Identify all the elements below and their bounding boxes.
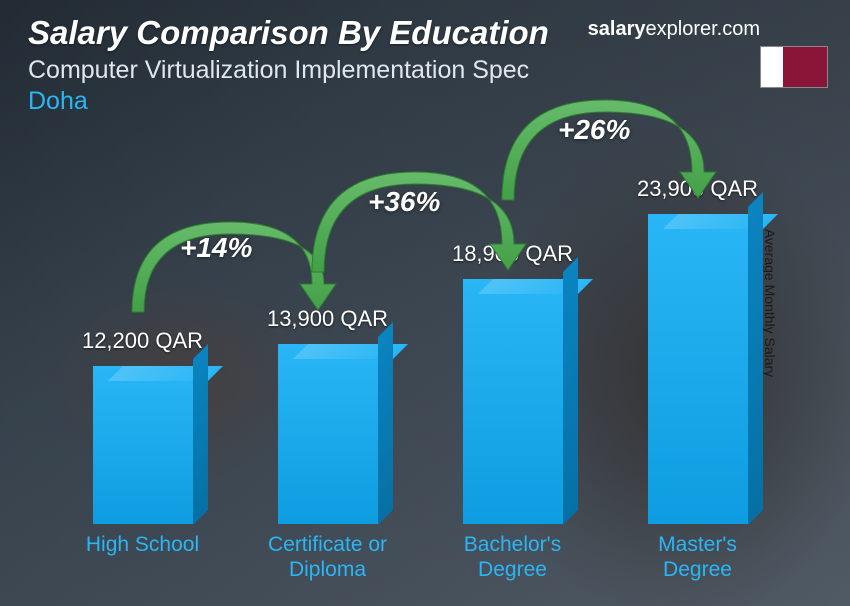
- increase-label: +36%: [368, 186, 440, 218]
- bar-label: Master'sDegree: [658, 532, 737, 582]
- bar-value: 18,900 QAR: [452, 241, 573, 267]
- bar-3d: [93, 366, 193, 524]
- bar-top-face: [648, 214, 763, 229]
- increase-label: +26%: [558, 114, 630, 146]
- bar-3d: [278, 344, 378, 524]
- bar-front-face: [93, 366, 193, 524]
- bar-group: 13,900 QAR Certificate orDiploma: [243, 306, 413, 582]
- bar-side-face: [563, 257, 578, 525]
- bar-side-face: [748, 192, 763, 525]
- bar-value: 13,900 QAR: [267, 306, 388, 332]
- bar-group: 12,200 QAR High School: [58, 328, 228, 582]
- bar-3d: [463, 279, 563, 524]
- bar-top-face: [93, 366, 208, 381]
- brand-bold: salary: [588, 18, 646, 40]
- bar-label: High School: [86, 532, 199, 582]
- qatar-flag-icon: [760, 46, 828, 88]
- increase-label: +14%: [180, 232, 252, 264]
- brand-logo: salaryexplorer.com: [588, 18, 760, 41]
- bar-front-face: [463, 279, 563, 524]
- bar-value: 23,900 QAR: [637, 176, 758, 202]
- chart-location: Doha: [28, 87, 822, 116]
- brand-light: explorer: [646, 18, 717, 40]
- bar-top-face: [463, 279, 578, 294]
- bar-front-face: [278, 344, 378, 524]
- brand-suffix: .com: [717, 18, 760, 40]
- bar-label: Bachelor'sDegree: [464, 532, 561, 582]
- bar-side-face: [378, 322, 393, 525]
- bar-top-face: [278, 344, 393, 359]
- bar-group: 18,900 QAR Bachelor'sDegree: [428, 241, 598, 582]
- bar-label: Certificate orDiploma: [268, 532, 387, 582]
- bar-3d: [648, 214, 748, 524]
- bar-group: 23,900 QAR Master'sDegree: [613, 176, 783, 582]
- bar-value: 12,200 QAR: [82, 328, 203, 354]
- bar-front-face: [648, 214, 748, 524]
- bar-side-face: [193, 344, 208, 525]
- chart-subtitle: Computer Virtualization Implementation S…: [28, 56, 822, 85]
